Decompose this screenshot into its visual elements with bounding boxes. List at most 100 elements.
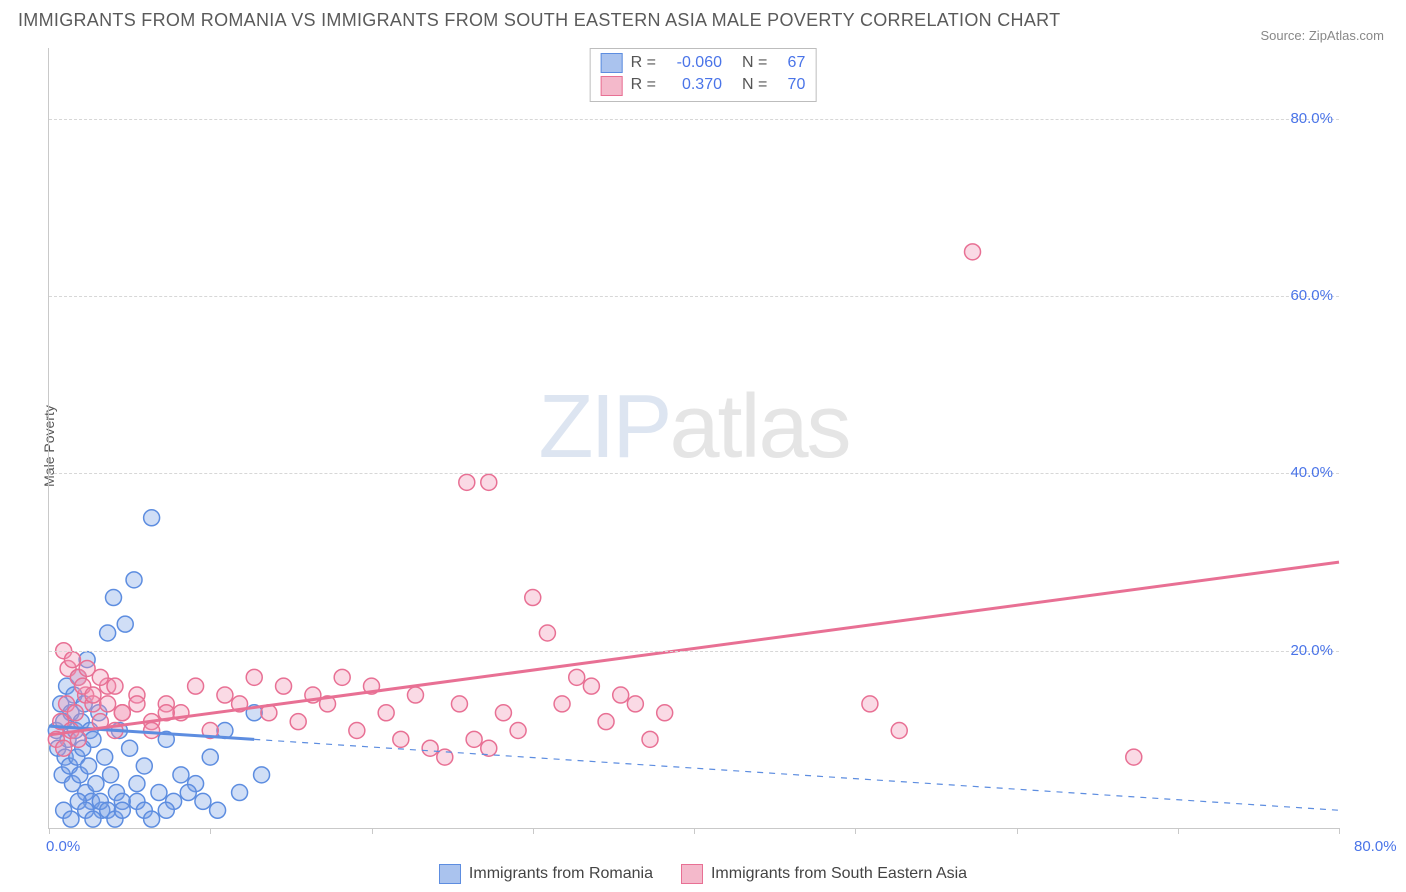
scatter-point <box>114 705 130 721</box>
x-tick <box>210 828 211 834</box>
scatter-point <box>144 510 160 526</box>
n-value: 70 <box>775 74 805 96</box>
scatter-point <box>466 731 482 747</box>
scatter-point <box>290 714 306 730</box>
gridline <box>49 296 1339 297</box>
scatter-point <box>422 740 438 756</box>
legend-swatch <box>601 76 623 96</box>
scatter-point <box>100 625 116 641</box>
scatter-point <box>188 678 204 694</box>
scatter-point <box>180 785 196 801</box>
source-prefix: Source: <box>1260 28 1308 43</box>
r-label: R = <box>631 74 656 96</box>
x-end-label: 80.0% <box>1354 838 1397 855</box>
correlation-legend-box: R = -0.060 N = 67 R = 0.370 N = 70 <box>590 48 817 102</box>
scatter-point <box>554 696 570 712</box>
scatter-point <box>891 723 907 739</box>
scatter-point <box>598 714 614 730</box>
scatter-point <box>246 669 262 685</box>
scatter-point <box>862 696 878 712</box>
x-tick <box>1017 828 1018 834</box>
y-tick-label: 40.0% <box>1290 464 1333 481</box>
scatter-point <box>642 731 658 747</box>
scatter-point <box>459 474 475 490</box>
scatter-point <box>539 625 555 641</box>
scatter-point <box>103 767 119 783</box>
scatter-point <box>173 767 189 783</box>
x-tick <box>855 828 856 834</box>
r-value: 0.370 <box>664 74 722 96</box>
scatter-point <box>210 802 226 818</box>
scatter-point <box>70 731 86 747</box>
bottom-legend: Immigrants from Romania Immigrants from S… <box>0 864 1406 884</box>
scatter-point <box>525 590 541 606</box>
scatter-point <box>195 793 211 809</box>
n-value: 67 <box>775 52 805 74</box>
scatter-point <box>67 705 83 721</box>
scatter-point <box>276 678 292 694</box>
scatter-point <box>334 669 350 685</box>
scatter-point <box>117 616 133 632</box>
legend-label: Immigrants from Romania <box>469 865 653 883</box>
legend-swatch <box>681 864 703 884</box>
gridline <box>49 119 1339 120</box>
chart-title: IMMIGRANTS FROM ROMANIA VS IMMIGRANTS FR… <box>18 10 1060 31</box>
scatter-point <box>56 740 72 756</box>
scatter-point <box>583 678 599 694</box>
regression-line <box>49 562 1339 735</box>
n-label: N = <box>742 52 767 74</box>
plot-area: ZIPatlas 20.0%40.0%60.0%80.0% <box>48 48 1339 829</box>
scatter-point <box>114 802 130 818</box>
gridline <box>49 473 1339 474</box>
scatter-point <box>657 705 673 721</box>
x-tick <box>533 828 534 834</box>
correlation-row: R = 0.370 N = 70 <box>601 74 806 96</box>
scatter-point <box>85 731 101 747</box>
scatter-point <box>378 705 394 721</box>
scatter-point <box>232 785 248 801</box>
scatter-point <box>254 767 270 783</box>
x-tick <box>694 828 695 834</box>
r-value: -0.060 <box>664 52 722 74</box>
scatter-point <box>88 776 104 792</box>
scatter-point <box>81 758 97 774</box>
scatter-point <box>613 687 629 703</box>
scatter-point <box>97 749 113 765</box>
regression-line-dashed <box>254 739 1339 810</box>
x-tick <box>49 828 50 834</box>
scatter-point <box>158 802 174 818</box>
x-tick <box>1339 828 1340 834</box>
scatter-point <box>129 776 145 792</box>
scatter-point <box>965 244 981 260</box>
scatter-point <box>151 785 167 801</box>
scatter-point <box>1126 749 1142 765</box>
scatter-point <box>451 696 467 712</box>
scatter-point <box>144 723 160 739</box>
scatter-point <box>202 749 218 765</box>
scatter-point <box>627 696 643 712</box>
gridline <box>49 651 1339 652</box>
n-label: N = <box>742 74 767 96</box>
plot-svg <box>49 48 1339 828</box>
scatter-point <box>217 687 233 703</box>
scatter-point <box>85 687 101 703</box>
scatter-point <box>569 669 585 685</box>
scatter-point <box>107 678 123 694</box>
source-label: Source: ZipAtlas.com <box>1260 28 1384 43</box>
source-name: ZipAtlas.com <box>1309 28 1384 43</box>
legend-swatch <box>601 53 623 73</box>
scatter-point <box>63 811 79 827</box>
scatter-point <box>481 474 497 490</box>
scatter-point <box>393 731 409 747</box>
scatter-point <box>100 696 116 712</box>
scatter-point <box>126 572 142 588</box>
x-tick <box>1178 828 1179 834</box>
x-start-label: 0.0% <box>46 838 80 855</box>
scatter-point <box>144 811 160 827</box>
scatter-point <box>136 758 152 774</box>
scatter-point <box>129 696 145 712</box>
scatter-point <box>495 705 511 721</box>
legend-item: Immigrants from South Eastern Asia <box>681 864 967 884</box>
r-label: R = <box>631 52 656 74</box>
scatter-point <box>106 590 122 606</box>
